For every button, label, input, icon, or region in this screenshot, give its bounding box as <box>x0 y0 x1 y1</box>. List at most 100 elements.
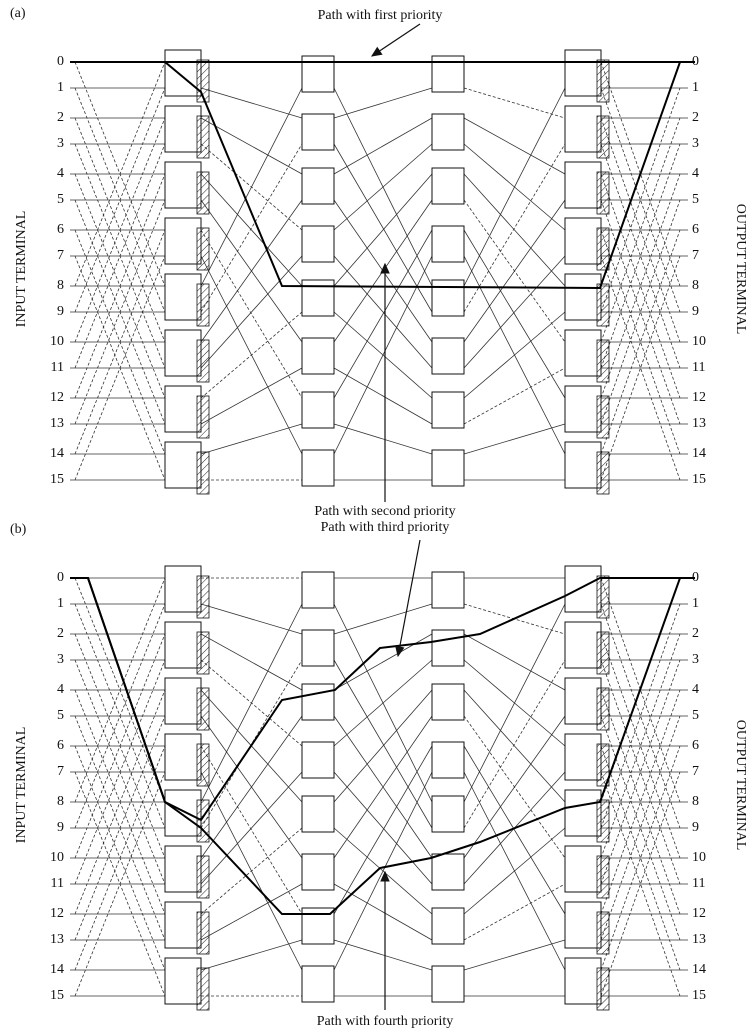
output-terminal: 4 <box>692 166 699 181</box>
input-terminal: 7 <box>57 764 64 779</box>
hatch <box>596 283 610 327</box>
input-terminal: 12 <box>50 390 64 405</box>
output-terminal: 6 <box>692 738 699 753</box>
wire <box>463 715 566 859</box>
panel-label: (b) <box>10 522 27 537</box>
input-terminal: 4 <box>57 166 64 181</box>
switch-box <box>164 957 202 1005</box>
output-terminal: 8 <box>692 794 699 809</box>
input-terminal: 11 <box>51 360 64 375</box>
wire <box>463 143 566 313</box>
switch-box <box>564 49 602 97</box>
output-terminal: 10 <box>692 850 706 865</box>
output-terminal: 0 <box>692 570 699 585</box>
switch-box <box>431 629 465 667</box>
wire <box>200 659 303 829</box>
output-terminal: 2 <box>692 110 699 125</box>
input-terminal: 6 <box>57 222 64 237</box>
wire <box>463 255 566 369</box>
wire <box>74 771 166 997</box>
annotation: Path with second priority <box>314 504 455 519</box>
wire <box>600 87 681 313</box>
input-terminal: 15 <box>50 988 64 1003</box>
arrow <box>371 23 421 57</box>
wire <box>333 255 433 369</box>
switch-box <box>431 337 465 375</box>
switch-box <box>431 449 465 487</box>
wire <box>333 87 433 119</box>
wire <box>333 771 433 885</box>
input-terminal: 8 <box>57 794 64 809</box>
switch-box <box>431 391 465 429</box>
output-terminal: 11 <box>692 360 705 375</box>
wire <box>200 771 303 885</box>
input-terminal: 11 <box>51 876 64 891</box>
output-terminal: 8 <box>692 278 699 293</box>
output-terminal: 3 <box>692 652 699 667</box>
switch-box <box>301 571 335 609</box>
switch-box <box>301 853 335 891</box>
annotation: Path with third priority <box>321 520 450 535</box>
input-terminal: 3 <box>57 652 64 667</box>
wire <box>333 255 433 455</box>
wire <box>600 715 681 941</box>
switch-box <box>301 629 335 667</box>
wire <box>333 771 433 971</box>
output-terminal: 12 <box>692 390 706 405</box>
wire <box>333 883 433 941</box>
hatch <box>596 687 610 731</box>
wire <box>200 827 303 915</box>
input-terminal: 2 <box>57 626 64 641</box>
wire <box>74 199 166 425</box>
input-terminal: 9 <box>57 304 64 319</box>
wire <box>600 603 681 829</box>
wire <box>200 311 303 399</box>
switch-box <box>164 441 202 489</box>
wire <box>74 117 166 343</box>
wire <box>600 199 681 425</box>
wire <box>74 603 166 829</box>
switch-box <box>431 853 465 891</box>
wire <box>74 255 166 481</box>
switch-box <box>564 733 602 781</box>
switch-box <box>164 733 202 781</box>
wire <box>463 659 566 829</box>
output-terminal: 0 <box>692 54 699 69</box>
switch-box <box>431 279 465 317</box>
input-terminal: 5 <box>57 708 64 723</box>
hatch <box>596 799 610 843</box>
wire <box>463 117 566 175</box>
wire <box>600 143 681 369</box>
output-terminal: 4 <box>692 682 699 697</box>
hatch <box>596 967 610 1011</box>
hatch <box>596 395 610 439</box>
wire <box>74 173 166 399</box>
wire <box>600 689 681 915</box>
output-terminal: 5 <box>692 192 699 207</box>
wire <box>333 117 433 175</box>
wire <box>600 173 681 399</box>
hatch <box>196 687 210 731</box>
panel-label: (a) <box>10 6 26 21</box>
wire <box>74 577 166 803</box>
hatch <box>596 59 610 103</box>
output-terminal: 1 <box>692 80 699 95</box>
output-terminal: 1 <box>692 596 699 611</box>
wire <box>200 367 303 425</box>
switch-box <box>164 565 202 613</box>
hatch <box>596 855 610 899</box>
wire <box>200 117 303 175</box>
arrow <box>395 539 421 658</box>
wire <box>74 745 166 971</box>
input-terminal: 4 <box>57 682 64 697</box>
wire <box>200 229 303 399</box>
switch-box <box>164 385 202 433</box>
output-terminal: 9 <box>692 820 699 835</box>
wire <box>600 117 681 343</box>
output-terminal: 14 <box>692 962 706 977</box>
wire <box>200 255 303 369</box>
output-terminal: 2 <box>692 626 699 641</box>
input-terminal: 12 <box>50 906 64 921</box>
switch-box <box>164 789 202 837</box>
